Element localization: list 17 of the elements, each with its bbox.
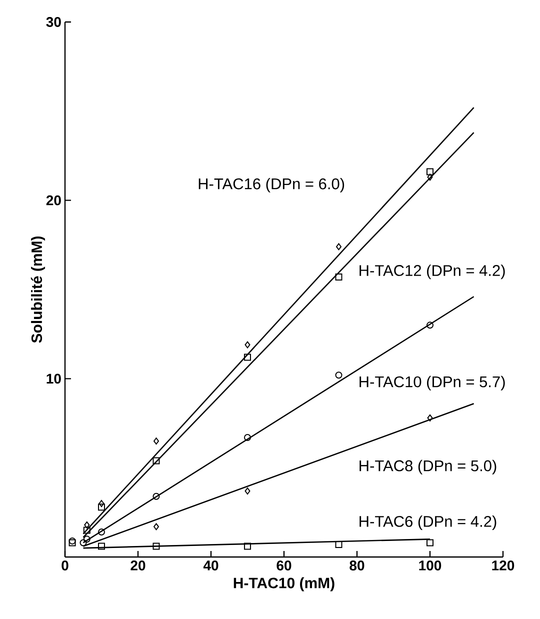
annotation: H-TAC12 (DPn = 4.2): [360, 264, 505, 280]
annotation: H-TAC8 (DPn = 5.0): [360, 460, 496, 474]
y-axis-title: Solubilité (mM): [30, 236, 46, 343]
annotation: H-TAC6 (DPn = 4.2): [360, 516, 496, 530]
x-tick-label: 20: [130, 560, 146, 570]
x-tick-label: 60: [276, 560, 292, 570]
x-tick-label: 0: [62, 560, 68, 570]
annotation: H-TAC16 (DPn = 6.0): [198, 178, 344, 192]
annotation: H-TAC10 (DPn = 5.7): [360, 376, 505, 390]
y-tick-label: 10: [46, 374, 61, 384]
y-tick-label: 30: [46, 17, 61, 27]
x-axis-title: H-TAC10 (mM): [234, 577, 334, 592]
x-tick-label: 100: [419, 560, 442, 570]
y-tick-label: 20: [46, 195, 61, 206]
x-tick-label: 40: [203, 560, 218, 570]
x-tick-label: 80: [350, 560, 364, 570]
x-tick-label: 120: [492, 560, 514, 570]
